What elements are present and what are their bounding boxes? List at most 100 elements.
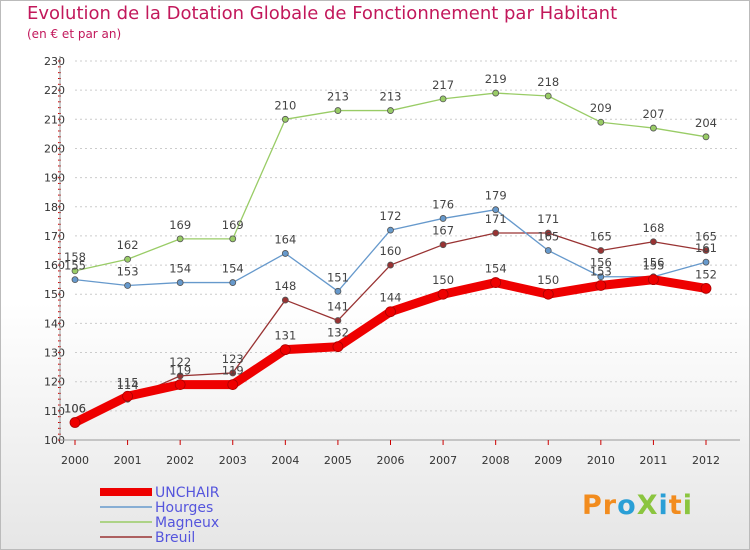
data-point [124,282,131,289]
data-label: 144 [380,291,402,305]
y-tick-label: 140 [44,317,65,330]
data-label: 165 [537,230,559,244]
data-label: 106 [64,402,86,416]
x-tick-label: 2000 [61,454,89,467]
data-label: 132 [327,326,349,340]
data-label: 209 [590,101,612,115]
data-label: 153 [117,264,139,278]
logo-letter: t [668,490,683,521]
data-label: 210 [274,98,296,112]
data-label: 148 [274,279,296,293]
data-point [334,107,342,114]
x-tick-label: 2001 [114,454,142,467]
data-label: 119 [169,364,191,378]
data-point [700,282,712,294]
data-label: 172 [380,209,402,223]
data-label: 156 [590,256,612,270]
x-tick-label: 2007 [429,454,457,467]
y-tick-label: 170 [44,230,65,243]
data-label: 176 [432,197,454,211]
data-point [490,277,502,288]
data-point [439,95,447,103]
data-label: 154 [485,262,507,276]
data-point [439,241,447,249]
data-point [544,229,552,237]
data-point [229,279,237,286]
x-tick-label: 2008 [482,454,510,467]
data-label: 123 [222,352,244,366]
y-tick-label: 180 [44,201,65,214]
data-point [544,92,552,100]
data-point [492,206,500,214]
y-tick-label: 210 [44,113,65,126]
data-label: 153 [590,264,612,278]
data-point [385,306,396,318]
data-point [71,267,79,275]
data-point [439,215,447,222]
x-tick-label: 2011 [639,454,667,467]
x-tick-label: 2009 [534,454,562,467]
data-label: 131 [274,329,296,343]
data-label: 151 [327,270,349,284]
data-label: 119 [222,364,244,378]
data-label: 161 [695,241,717,255]
y-tick-label: 230 [44,55,65,68]
data-point [176,372,184,380]
data-label: 168 [642,221,664,235]
data-point [122,390,133,402]
data-label: 155 [64,259,86,273]
data-label: 150 [432,273,454,287]
chart-subtitle: (en € et par an) [27,27,122,41]
x-tick-label: 2003 [219,454,247,467]
data-point [281,296,289,304]
data-label: 204 [695,116,717,130]
x-tick-label: 2006 [377,454,405,467]
data-point [229,369,237,377]
data-label: 141 [327,299,349,313]
data-label: 106 [64,402,86,416]
chart-title: Evolution de la Dotation Globale de Fonc… [27,3,618,24]
x-tick-label: 2005 [324,454,352,467]
data-point [69,417,81,428]
data-label: 207 [642,107,664,121]
data-label: 158 [64,250,86,264]
logo-letter: o [617,490,637,521]
data-point [334,287,342,295]
data-label: 154 [169,262,191,276]
legend-label-breuil: Breuil [155,530,195,546]
data-point [387,107,394,114]
data-label: 160 [380,244,402,258]
data-label: 167 [432,224,454,238]
x-tick-label: 2010 [587,454,615,467]
data-point [176,279,184,286]
data-label: 171 [537,212,559,226]
data-point [174,379,186,391]
y-tick-label: 120 [44,376,65,389]
data-label: 164 [274,232,296,246]
logo-letter: r [602,490,618,521]
data-label: 122 [169,355,191,369]
data-point [595,280,607,291]
legend-label-hourges: Hourges [155,500,213,516]
data-label: 213 [327,90,349,104]
data-point [702,247,710,254]
y-tick-label: 150 [44,288,65,301]
data-label: 169 [169,218,191,232]
data-label: 165 [590,230,612,244]
data-label: 213 [380,90,402,104]
x-tick-label: 2002 [166,454,194,467]
data-point [650,124,657,132]
data-label: 165 [695,230,717,244]
data-point [702,133,710,141]
data-label: 154 [222,262,244,276]
data-point [387,261,394,269]
data-point [544,247,552,254]
data-point [702,258,710,266]
y-tick-label: 130 [44,347,65,360]
data-label: 114 [117,378,139,392]
data-label: 179 [485,189,507,203]
data-point [176,235,184,243]
proxiti-logo: ProXiti [582,490,693,521]
logo-letter: P [582,490,603,521]
